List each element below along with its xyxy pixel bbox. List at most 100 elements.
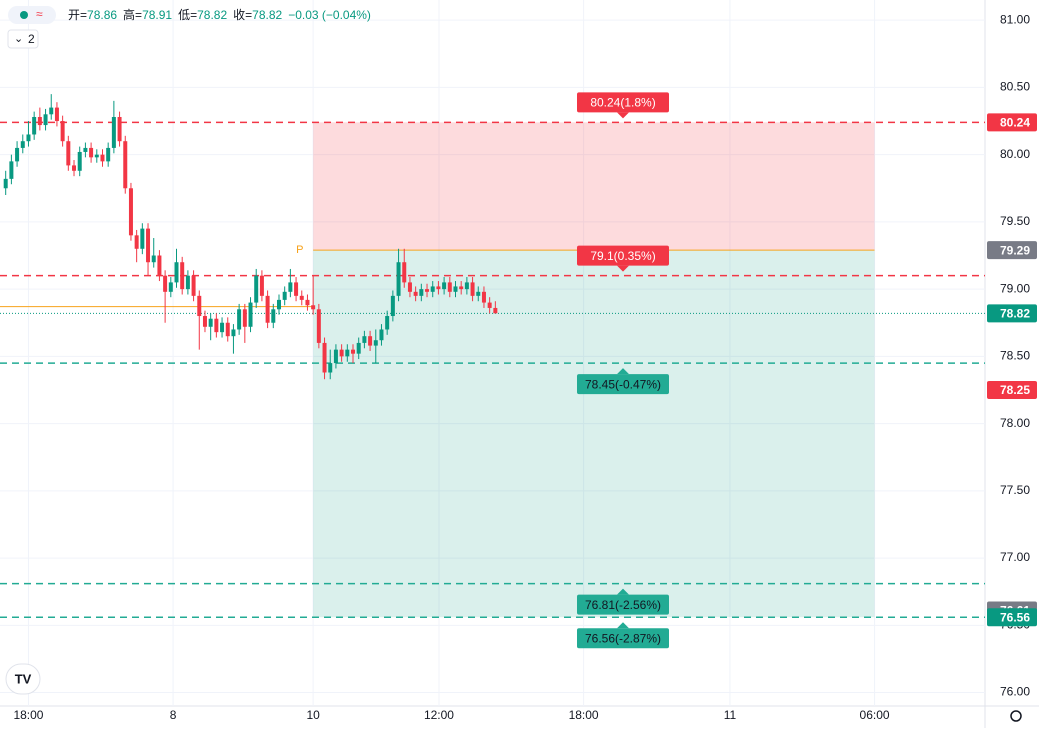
candle-body	[333, 349, 338, 364]
chevron: ⌄	[14, 33, 23, 45]
candle-body	[390, 295, 395, 317]
candle-body	[459, 286, 464, 290]
level-label-box	[577, 374, 669, 395]
candle-body	[385, 316, 390, 330]
candle-body	[396, 262, 401, 296]
candle-body	[373, 340, 378, 346]
candle-body	[100, 154, 105, 162]
candle-body	[430, 286, 435, 292]
logo[interactable]	[5, 663, 41, 695]
candle-body	[282, 291, 287, 300]
y-tick-label: 76.00	[1000, 685, 1030, 699]
candle-body	[276, 299, 281, 310]
candle-body	[351, 349, 356, 354]
level-label: 76.56(-2.87%)	[585, 631, 661, 645]
candle-body	[134, 235, 139, 249]
status-icon: ≈	[36, 7, 43, 21]
level-label-arrow	[617, 368, 629, 375]
candle-body	[453, 286, 458, 292]
header-label: 收=	[233, 8, 252, 22]
level-label-arrow	[617, 588, 629, 595]
candle-body	[345, 349, 350, 357]
x-tick-label: 18:00	[13, 708, 43, 722]
header-change: −0.03 (−0.04%)	[288, 8, 371, 22]
level-label-arrow	[617, 112, 629, 119]
candle-body	[311, 305, 316, 310]
level-label: 76.81(-2.56%)	[585, 598, 661, 612]
candle-body	[316, 309, 321, 343]
settings-icon[interactable]	[1010, 710, 1022, 722]
candle-body	[328, 363, 333, 373]
price-axis-label: 78.25	[1000, 383, 1030, 397]
candle-body	[72, 165, 77, 171]
candle-body	[106, 147, 111, 162]
candle-body	[470, 282, 475, 296]
candle-body	[43, 114, 48, 126]
header-label: 开=	[68, 8, 87, 22]
candle-body	[191, 275, 196, 296]
candle-body	[299, 295, 304, 300]
candle-body	[425, 289, 430, 292]
header-label: 低=	[178, 8, 197, 22]
candle-body	[197, 295, 202, 317]
candle-body	[259, 275, 264, 296]
candle-body	[402, 262, 407, 283]
candle-body	[3, 178, 8, 189]
candle-body	[9, 161, 14, 179]
candle-body	[271, 309, 276, 323]
y-tick-label: 80.50	[1000, 80, 1030, 94]
candle-body	[117, 116, 122, 142]
candle-body	[146, 228, 151, 263]
candle-body	[419, 289, 424, 296]
price-axis-label-bg	[987, 380, 1037, 399]
candle-body	[140, 228, 145, 249]
candle-body	[49, 107, 54, 115]
collapse-button[interactable]	[7, 29, 39, 49]
candle-body	[322, 342, 327, 373]
y-tick-label: 77.50	[1000, 483, 1030, 497]
candle-body	[339, 349, 344, 357]
candle-body	[362, 336, 367, 343]
candle-body	[464, 282, 469, 290]
candle-body	[476, 291, 481, 296]
candle-body	[447, 282, 452, 292]
x-tick-label: 18:00	[569, 708, 599, 722]
header-label: 高=	[123, 7, 142, 22]
candle-body	[174, 262, 179, 283]
x-tick-label: 12:00	[424, 708, 454, 722]
price-axis-label-bg	[987, 241, 1037, 260]
candle-body	[231, 329, 236, 337]
x-tick-label: 10	[306, 708, 320, 722]
price-axis-label: 80.24	[1000, 116, 1030, 130]
candle-body	[94, 154, 99, 158]
stop-zone	[313, 122, 875, 251]
y-tick-label: 80.00	[1000, 147, 1030, 161]
header-value: 78.91	[142, 8, 172, 22]
y-tick-label: 78.00	[1000, 416, 1030, 430]
candle-body	[163, 275, 168, 292]
y-tick-label: 79.00	[1000, 281, 1030, 295]
candle-body	[248, 302, 253, 327]
price-axis-label-bg	[987, 113, 1037, 132]
status-pill[interactable]	[8, 6, 56, 24]
candle-body	[225, 322, 230, 337]
candle-body	[436, 286, 441, 290]
candle-body	[442, 282, 447, 290]
interval-badge: 2	[28, 32, 35, 46]
level-label-box	[577, 245, 669, 266]
candle-body	[151, 255, 156, 263]
candle-body	[481, 291, 486, 303]
candle-body	[15, 147, 20, 162]
candle-body	[265, 295, 270, 323]
candle-body	[237, 309, 242, 330]
x-tick-label: 06:00	[860, 708, 890, 722]
header-value: 78.86	[87, 8, 117, 22]
ohlc-header: 开= 78.86 高= 78.91 低= 78.82 收= 78.82 −0.03 (−0.04…	[68, 7, 371, 22]
candle-body	[83, 147, 88, 152]
candle-body	[220, 322, 225, 333]
y-tick-label: 77.00	[1000, 550, 1030, 564]
candle-body	[157, 255, 162, 276]
level-label: 79.1(0.35%)	[590, 249, 655, 263]
